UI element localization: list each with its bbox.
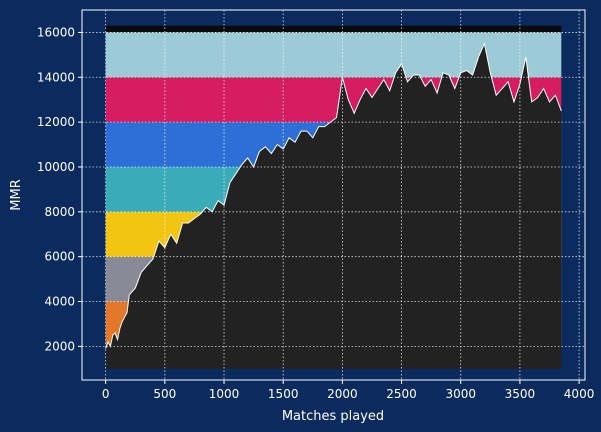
- x-tick-label: 4000: [564, 387, 595, 401]
- y-tick-label: 10000: [37, 160, 75, 174]
- grid: [82, 10, 585, 380]
- mmr-line: [105, 41, 562, 349]
- y-axis-label: MMR: [9, 179, 24, 210]
- x-axis-label: Matches played: [282, 409, 384, 424]
- x-tick-label: 0: [102, 387, 110, 401]
- x-axis: 0 500 1000 1500 2000 2500 3000 3500 4000: [102, 380, 595, 401]
- y-tick-label: 6000: [44, 250, 75, 264]
- y-tick-label: 4000: [44, 295, 75, 309]
- rank-band: [105, 25, 562, 33]
- x-tick-label: 2000: [327, 387, 358, 401]
- x-tick-label: 1500: [268, 387, 299, 401]
- plot-frame: [81, 9, 586, 381]
- x-tick-label: 2500: [386, 387, 417, 401]
- x-tick-label: 3000: [445, 387, 476, 401]
- x-tick-label: 3500: [505, 387, 536, 401]
- y-tick-label: 12000: [37, 115, 75, 129]
- rank-band: [105, 32, 562, 78]
- y-tick-label: 14000: [37, 70, 75, 84]
- mmr-fill-area: [105, 43, 562, 369]
- y-tick-label: 2000: [44, 339, 75, 353]
- y-axis: 2000 4000 6000 8000 10000 12000 14000 16000: [37, 25, 82, 353]
- y-tick-label: 16000: [37, 25, 75, 39]
- x-tick-label: 1000: [209, 387, 240, 401]
- x-tick-label: 500: [153, 387, 176, 401]
- y-tick-label: 8000: [44, 205, 75, 219]
- plot-area: [81, 9, 586, 381]
